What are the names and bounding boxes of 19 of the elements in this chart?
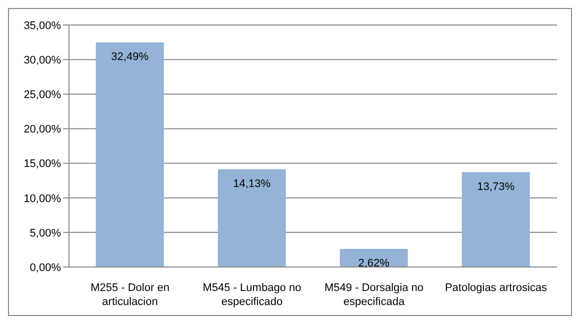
x-tick-label: M549 - Dorsalgia no especificada: [324, 282, 424, 308]
x-tick-label: M545 - Lumbago no especificado: [202, 282, 302, 308]
x-tick-label: M255 - Dolor en articulacion: [90, 282, 170, 308]
data-label: 2,62%: [358, 258, 390, 270]
bar: [218, 169, 286, 267]
bar: [96, 42, 164, 267]
data-label: 32,49%: [111, 51, 149, 64]
y-tick-label: 35,00%: [24, 20, 62, 32]
y-tick-label: 15,00%: [24, 158, 62, 170]
bar: [462, 172, 530, 267]
x-tick-label: Patologias artrosicas: [444, 282, 548, 294]
y-tick-label: 20,00%: [24, 124, 62, 136]
y-tick-label: 0,00%: [30, 262, 62, 274]
y-tick-label: 30,00%: [24, 54, 62, 66]
y-tick-label: 10,00%: [24, 192, 62, 205]
y-tick-label: 25,00%: [24, 89, 62, 102]
y-tick-label: 5,00%: [30, 227, 62, 240]
data-label: 13,73%: [477, 180, 515, 193]
data-label: 14,13%: [233, 178, 271, 190]
